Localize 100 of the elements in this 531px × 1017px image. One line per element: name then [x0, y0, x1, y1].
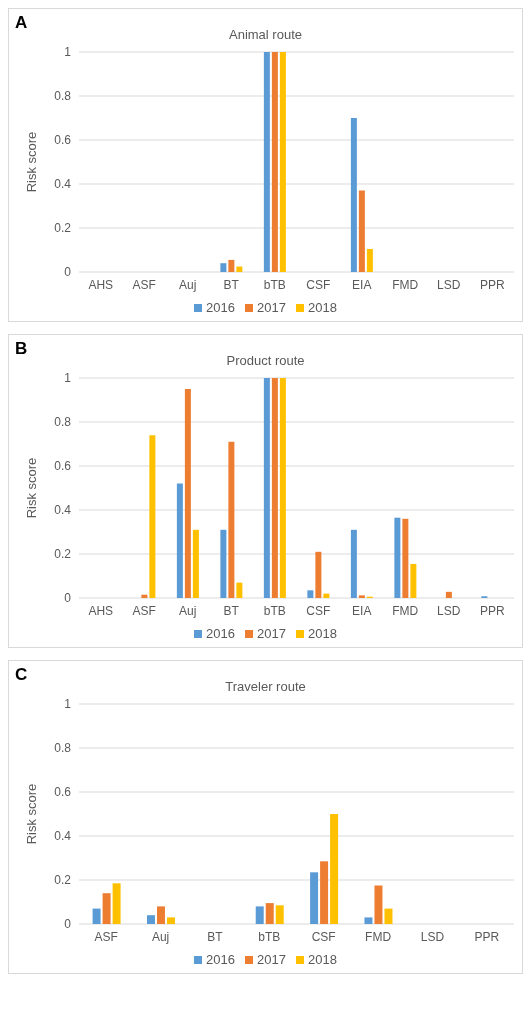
bar	[384, 908, 393, 924]
y-tick-label: 1	[64, 697, 72, 712]
bar	[184, 389, 191, 598]
x-tick-label: bTB	[263, 603, 286, 618]
bar	[275, 905, 284, 924]
x-tick-label: Auj	[179, 603, 197, 618]
bar	[102, 893, 111, 924]
x-tick-label: Auj	[151, 929, 170, 944]
bar	[402, 518, 409, 598]
bar	[220, 529, 227, 598]
bar	[149, 435, 156, 598]
bar	[220, 263, 227, 272]
bar	[141, 594, 148, 598]
legend-label: 2017	[256, 626, 286, 641]
text: B	[15, 339, 28, 359]
x-tick-label: LSD	[437, 603, 461, 618]
y-tick-label: 0.8	[54, 89, 72, 104]
y-tick-label: 0.2	[54, 547, 72, 562]
x-tick-label: BT	[223, 277, 240, 292]
bar	[310, 872, 319, 924]
x-tick-label: PPR	[479, 603, 505, 618]
bar	[307, 590, 314, 598]
legend-label: 2017	[256, 300, 286, 315]
x-tick-label: AHS	[88, 603, 114, 618]
y-tick-label: 0.4	[54, 829, 72, 844]
bar	[320, 861, 329, 924]
bar	[156, 906, 165, 924]
y-tick-label: 0	[64, 591, 72, 606]
x-tick-label: ASF	[132, 277, 156, 292]
bar	[330, 814, 339, 924]
bar	[279, 52, 286, 272]
bar	[176, 483, 183, 598]
x-tick-label: EIA	[352, 277, 372, 292]
x-tick-label: EIA	[352, 603, 372, 618]
y-axis-title: Risk score	[23, 131, 39, 193]
chart-title: Animal route	[229, 27, 302, 42]
x-tick-label: CSF	[306, 277, 331, 292]
y-tick-label: 0	[64, 917, 72, 932]
bar	[358, 190, 365, 272]
y-axis-title: Risk score	[23, 457, 39, 519]
bar	[271, 378, 278, 598]
legend-label: 2017	[256, 952, 286, 967]
y-tick-label: 0.6	[54, 133, 72, 148]
x-tick-label: FMD	[392, 603, 419, 618]
legend-label: 2018	[306, 952, 337, 967]
y-tick-label: 0.2	[54, 221, 72, 236]
x-tick-label: PPR	[474, 929, 500, 944]
bar	[394, 517, 401, 598]
bar	[323, 593, 330, 598]
y-tick-label: 0.8	[54, 415, 72, 430]
bar	[236, 582, 243, 598]
x-tick-label: BT	[207, 929, 224, 944]
bar	[271, 52, 278, 272]
bar	[236, 266, 243, 272]
legend-label: 2016	[205, 626, 236, 641]
y-tick-label: 0.8	[54, 741, 72, 756]
x-tick-label: PPR	[479, 277, 505, 292]
x-tick-label: bTB	[258, 929, 281, 944]
bar	[445, 591, 452, 598]
chart-title: Product route	[226, 353, 305, 368]
x-tick-label: ASF	[94, 929, 118, 944]
chart-title: Traveler route	[225, 679, 306, 694]
legend-label: 2018	[306, 300, 337, 315]
bar	[315, 551, 322, 598]
text: C	[15, 665, 28, 685]
x-tick-label: ASF	[132, 603, 156, 618]
y-tick-label: 1	[64, 45, 72, 60]
bar	[279, 378, 286, 598]
x-tick-label: AHS	[88, 277, 114, 292]
bar	[358, 595, 365, 598]
x-tick-label: CSF	[306, 603, 331, 618]
x-tick-label: BT	[223, 603, 240, 618]
bar	[350, 118, 357, 272]
x-tick-label: FMD	[365, 929, 392, 944]
y-tick-label: 1	[64, 371, 72, 386]
y-tick-label: 0.4	[54, 503, 72, 518]
x-tick-label: LSD	[420, 929, 445, 944]
x-tick-label: CSF	[311, 929, 336, 944]
y-tick-label: 0.2	[54, 873, 72, 888]
bar	[263, 52, 270, 272]
bar	[263, 378, 270, 598]
bar	[255, 906, 264, 924]
y-tick-label: 0.4	[54, 177, 72, 192]
bar	[228, 441, 235, 598]
bar	[366, 248, 373, 272]
legend-label: 2016	[205, 952, 236, 967]
bar	[228, 259, 235, 272]
bar	[265, 903, 274, 924]
x-tick-label: Auj	[179, 277, 197, 292]
bar	[410, 563, 417, 598]
y-tick-label: 0.6	[54, 459, 72, 474]
text: A	[15, 13, 28, 33]
bar	[112, 883, 121, 924]
y-tick-label: 0	[64, 265, 72, 280]
bar	[146, 915, 155, 924]
legend-label: 2016	[205, 300, 236, 315]
bar	[92, 908, 101, 924]
x-tick-label: LSD	[437, 277, 461, 292]
bar	[350, 529, 357, 598]
bar	[192, 529, 199, 598]
